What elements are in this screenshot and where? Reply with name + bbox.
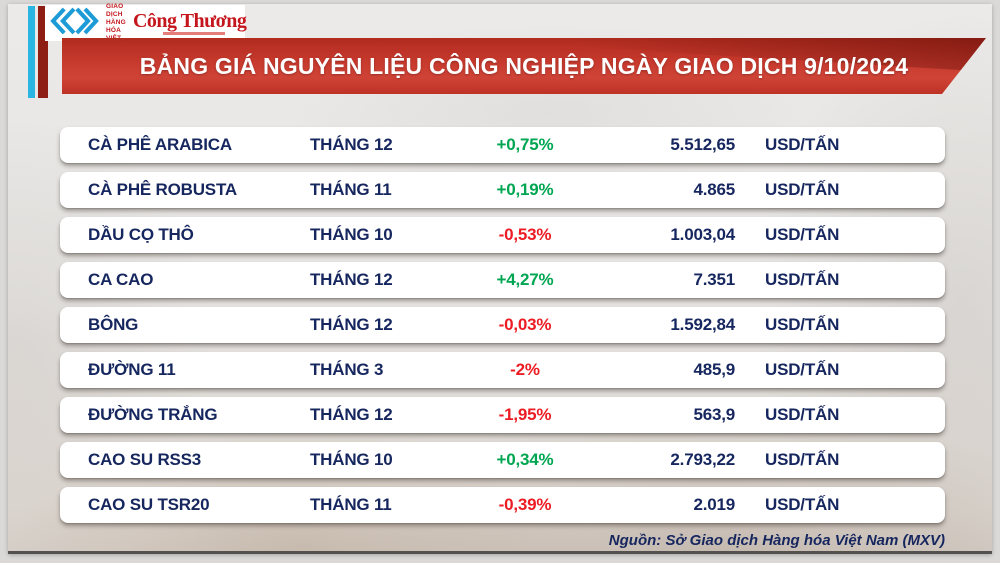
commodity-name: CÀ PHÊ ROBUSTA [88, 180, 237, 199]
table-row: BÔNG THÁNG 12 -0,03% 1.592,84 USD/TẤN [60, 307, 945, 343]
commodity-name: DẦU CỌ THÔ [88, 225, 194, 244]
commodity-name: ĐƯỜNG TRẮNG [88, 405, 218, 424]
commodity-name: CÀ PHÊ ARABICA [88, 135, 232, 154]
commodity-name: CAO SU TSR20 [88, 495, 210, 514]
table-row: CÀ PHÊ ARABICA THÁNG 12 +0,75% 5.512,65 … [60, 127, 945, 163]
table-row: DẦU CỌ THÔ THÁNG 10 -0,53% 1.003,04 USD/… [60, 217, 945, 253]
left-accent-bar-cyan [28, 6, 35, 98]
table-row: CAO SU TSR20 THÁNG 11 -0,39% 2.019 USD/T… [60, 487, 945, 523]
price-unit: USD/TẤN [765, 180, 840, 199]
change-percent: -0,39% [498, 495, 552, 514]
change-percent: +0,75% [496, 135, 554, 154]
table-row: CA CAO THÁNG 12 +4,27% 7.351 USD/TẤN [60, 262, 945, 298]
table-row: CAO SU RSS3 THÁNG 10 +0,34% 2.793,22 USD… [60, 442, 945, 478]
price-value: 1.592,84 [670, 315, 735, 334]
contract-month: THÁNG 12 [310, 270, 393, 289]
contract-month: THÁNG 12 [310, 405, 393, 424]
table-row: ĐƯỜNG 11 THÁNG 3 -2% 485,9 USD/TẤN [60, 352, 945, 388]
change-percent: -2% [510, 360, 540, 379]
change-percent: +4,27% [496, 270, 554, 289]
contract-month: THÁNG 11 [310, 495, 392, 514]
source-credit: Nguồn: Sở Giao dịch Hàng hóa Việt Nam (M… [608, 532, 945, 549]
mxv-logo-icon [49, 7, 101, 40]
congthuong-wordmark: Công Thương [132, 10, 247, 32]
price-unit: USD/TẤN [765, 135, 840, 154]
contract-month: THÁNG 3 [310, 360, 384, 379]
commodity-name: CA CAO [88, 270, 154, 289]
mxv-logo-line: SỞ GIAO DỊCH [106, 0, 124, 18]
change-percent: -1,95% [498, 405, 552, 424]
mxv-logo-line: HÀNG HÓA [106, 19, 126, 34]
contract-month: THÁNG 11 [310, 180, 392, 199]
price-board-background: SỞ GIAO DỊCH HÀNG HÓA VIỆT NAM Công Thươ… [8, 0, 992, 554]
price-unit: USD/TẤN [765, 315, 840, 334]
change-percent: -0,03% [498, 315, 552, 334]
contract-month: THÁNG 10 [310, 225, 393, 244]
contract-month: THÁNG 10 [310, 450, 393, 469]
price-unit: USD/TẤN [765, 450, 840, 469]
price-value: 563,9 [693, 405, 735, 424]
contract-month: THÁNG 12 [310, 135, 393, 154]
price-value: 4.865 [693, 180, 735, 199]
price-table: CÀ PHÊ ARABICA THÁNG 12 +0,75% 5.512,65 … [60, 127, 945, 532]
price-unit: USD/TẤN [765, 225, 840, 244]
price-value: 485,9 [693, 360, 735, 379]
price-unit: USD/TẤN [765, 360, 840, 379]
price-unit: USD/TẤN [765, 405, 840, 424]
commodity-name: BÔNG [88, 315, 139, 334]
price-value: 2.019 [693, 495, 735, 514]
commodity-name: CAO SU RSS3 [88, 450, 202, 469]
commodity-name: ĐƯỜNG 11 [88, 360, 176, 379]
table-row: ĐƯỜNG TRẮNG THÁNG 12 -1,95% 563,9 USD/TẤ… [60, 397, 945, 433]
price-unit: USD/TẤN [765, 270, 840, 289]
congthuong-tagline-bar [162, 32, 225, 35]
change-percent: +0,34% [496, 450, 554, 469]
left-accent-bar-darkred [38, 6, 48, 98]
title-banner: BẢNG GIÁ NGUYÊN LIỆU CÔNG NGHIỆP NGÀY GI… [62, 38, 986, 94]
price-value: 1.003,04 [670, 225, 735, 244]
table-row: CÀ PHÊ ROBUSTA THÁNG 11 +0,19% 4.865 USD… [60, 172, 945, 208]
change-percent: -0,53% [498, 225, 552, 244]
price-value: 7.351 [693, 270, 735, 289]
price-value: 5.512,65 [670, 135, 735, 154]
congthuong-logo: Công Thương [132, 10, 247, 35]
price-value: 2.793,22 [670, 450, 735, 469]
price-unit: USD/TẤN [765, 495, 840, 514]
contract-month: THÁNG 12 [310, 315, 393, 334]
change-percent: +0,19% [496, 180, 554, 199]
page-title: BẢNG GIÁ NGUYÊN LIỆU CÔNG NGHIỆP NGÀY GI… [139, 53, 909, 79]
logo-strip: SỞ GIAO DỊCH HÀNG HÓA VIỆT NAM Công Thươ… [45, 0, 247, 50]
